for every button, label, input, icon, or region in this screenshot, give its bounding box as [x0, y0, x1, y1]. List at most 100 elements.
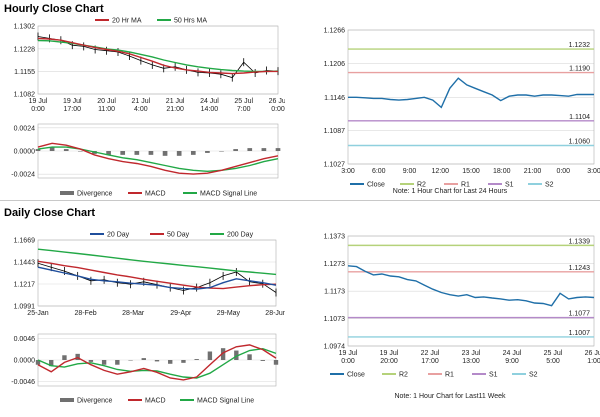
hourly-price-x-tick-label: 19 Jul	[63, 98, 82, 105]
hourly-close-y-tick-label: 1.1206	[324, 61, 346, 68]
daily-macd-y-tick-label: 0.0046	[14, 336, 36, 343]
hourly-macd-divergence-bar	[176, 151, 182, 156]
daily-macd-divergence-bar	[273, 360, 279, 365]
daily-close-series-close	[347, 265, 595, 307]
daily-macd-series-macd-signal-line	[37, 347, 277, 379]
daily-close-x-tick-label: 23 Jul	[462, 350, 481, 357]
daily-price-y-tick-label: 1.1443	[14, 260, 36, 267]
hourly-close-x-tick-label: 9:00	[403, 168, 417, 175]
hourly-section-title: Hourly Close Chart	[4, 3, 104, 15]
hourly-price-x-tick-label: 11:00	[98, 106, 115, 113]
daily-macd-series-macd	[37, 344, 277, 381]
hourly-price-x-tick-label: 25 Jul	[234, 98, 253, 105]
daily-close-chart: 1.1373 1.1273 1.1173 1.1073 1.0974 1.1339 1.12…	[324, 234, 600, 379]
daily-close-legend-label-s1: S1	[489, 372, 498, 379]
hourly-close-x-tick-label: 6:00	[372, 168, 386, 175]
hourly-price-y-tick-label: 1.1082	[14, 92, 36, 99]
daily-price-series-50-day	[37, 260, 277, 290]
daily-macd-divergence-bar	[115, 360, 120, 365]
daily-macd-y-tick-label: -0.0046	[11, 379, 35, 386]
daily-macd-divergence-bar	[194, 359, 199, 360]
hourly-price-y-tick-label: 1.1228	[14, 46, 36, 53]
daily-close-x-tick-label: 17:00	[421, 358, 439, 365]
hourly-price-x-tick-label: 21 Jul	[132, 98, 151, 105]
hourly-macd-divergence-bar	[275, 148, 281, 151]
hourly-close-level-label-s1: 1.1104	[569, 114, 590, 121]
daily-macd-divergence-bar	[247, 354, 252, 360]
hourly-close-note: Note: 1 Hour Chart for Last 24 Hours	[392, 188, 508, 195]
hourly-price-legend-label-50-hrs-ma: 50 Hrs MA	[174, 18, 207, 25]
daily-macd-divergence-bar	[220, 348, 226, 360]
daily-macd-divergence-bar	[141, 358, 146, 360]
daily-price-legend-label-20-day: 20 Day	[107, 232, 130, 239]
daily-close-y-tick-label: 1.0974	[324, 344, 346, 351]
hourly-close-level-label-s2: 1.1060	[569, 138, 591, 145]
hourly-close-level-label-r1: 1.1190	[569, 66, 590, 73]
hourly-price-plot-frame	[37, 25, 279, 95]
daily-price-y-tick-label: 1.0991	[14, 304, 36, 311]
daily-section-title: Daily Close Chart	[4, 207, 96, 219]
daily-macd-divergence-bar	[168, 360, 173, 364]
hourly-price-series-20-hr-ma	[37, 37, 278, 75]
hourly-price-x-tick-label: 20 Jul	[97, 98, 116, 105]
daily-macd-y-tick-label: 0.0000	[14, 358, 36, 365]
hourly-macd-divergence-bar	[162, 151, 168, 156]
hourly-price-y-tick-label: 1.1155	[14, 69, 35, 76]
hourly-macd-divergence-bar	[233, 149, 238, 151]
daily-close-y-tick-label: 1.1373	[324, 234, 346, 241]
daily-price-x-tick-label: 28-Mar	[122, 310, 145, 317]
daily-close-x-tick-label: 19 Jul	[380, 350, 399, 357]
hourly-close-legend-label-close: Close	[367, 182, 385, 189]
daily-macd-divergence-bar	[49, 360, 54, 367]
hourly-close-chart: 1.1266 1.1206 1.1146 1.1087 1.1027 1.1232 1.11…	[324, 28, 600, 189]
daily-close-note: Note: 1 Hour Chart for Last11 Week	[394, 393, 506, 400]
daily-macd-divergence-bar	[260, 360, 265, 361]
hourly-price-x-tick-label: 17:00	[64, 106, 82, 113]
hourly-close-x-tick-label: 3:00	[587, 168, 600, 175]
hourly-price-x-tick-label: 21 Jul	[166, 98, 185, 105]
hourly-price-x-tick-label: 0:00	[271, 106, 285, 113]
daily-macd-divergence-bar	[101, 360, 107, 365]
hourly-macd-divergence-bar	[205, 151, 210, 153]
hourly-price-x-tick-label: 21:00	[166, 106, 184, 113]
daily-price-x-tick-label: 29-May	[217, 310, 241, 317]
daily-close-legend-label-close: Close	[347, 372, 365, 379]
daily-macd-legend-label-divergence: Divergence	[77, 398, 113, 405]
daily-close-x-tick-label: 22 Jul	[421, 350, 440, 357]
daily-close-legend-label-r2: R2	[399, 372, 408, 379]
daily-close-legend-label-s2: S2	[529, 372, 538, 379]
hourly-price-x-tick-label: 4:00	[134, 106, 148, 113]
hourly-close-series-close	[348, 77, 594, 109]
hourly-close-x-tick-label: 0:00	[556, 168, 570, 175]
hourly-macd-divergence-bar	[219, 151, 224, 152]
hourly-close-legend-label-r2: R2	[417, 182, 426, 189]
hourly-price-x-tick-label: 26 Jul	[269, 98, 285, 105]
daily-macd-divergence-bar	[62, 355, 67, 360]
daily-close-y-tick-label: 1.1173	[324, 289, 345, 296]
daily-macd-legend-label-macd-signal-line: MACD Signal Line	[197, 398, 254, 405]
hourly-close-level-label-r2: 1.1232	[569, 42, 591, 49]
hourly-macd-series-macd	[37, 142, 279, 175]
hourly-macd-y-tick-label: -0.0024	[11, 172, 35, 179]
daily-price-plot-frame	[37, 239, 277, 307]
hourly-price-x-tick-label: 24 Jul	[200, 98, 219, 105]
hourly-macd-divergence-bar	[261, 148, 267, 151]
hourly-macd-divergence-bar	[106, 151, 111, 155]
daily-close-x-tick-label: 19 Jul	[339, 350, 358, 357]
daily-macd-divergence-bar	[88, 360, 94, 362]
hourly-macd-divergence-bar	[134, 151, 140, 155]
daily-price-legend-label-200-day: 200 Day	[227, 232, 254, 239]
hourly-price-panel: 20 Hr MA 50 Hrs MA 1.1302 1.1228 1.1155 1.108…	[0, 14, 288, 119]
daily-close-x-tick-label: 1:00	[587, 358, 600, 365]
daily-macd-divergence-bar	[207, 351, 213, 360]
daily-close-x-tick-label: 13:00	[462, 358, 480, 365]
hourly-macd-legend-label-divergence: Divergence	[77, 191, 113, 198]
daily-price-x-tick-label: 25-Jan	[27, 310, 49, 317]
daily-macd-legend-swatch-divergence	[60, 398, 74, 402]
hourly-close-legend-label-r1: R1	[461, 182, 470, 189]
daily-price-chart: 20 Day 50 Day 200 Day 1.1669 1.1443 1.1217 1.0…	[14, 232, 287, 318]
hourly-macd-y-tick-label: 0.0024	[14, 125, 36, 132]
hourly-macd-divergence-bar	[190, 151, 196, 155]
hourly-close-legend-label-s1: S1	[505, 182, 514, 189]
daily-macd-divergence-bar	[234, 350, 239, 360]
